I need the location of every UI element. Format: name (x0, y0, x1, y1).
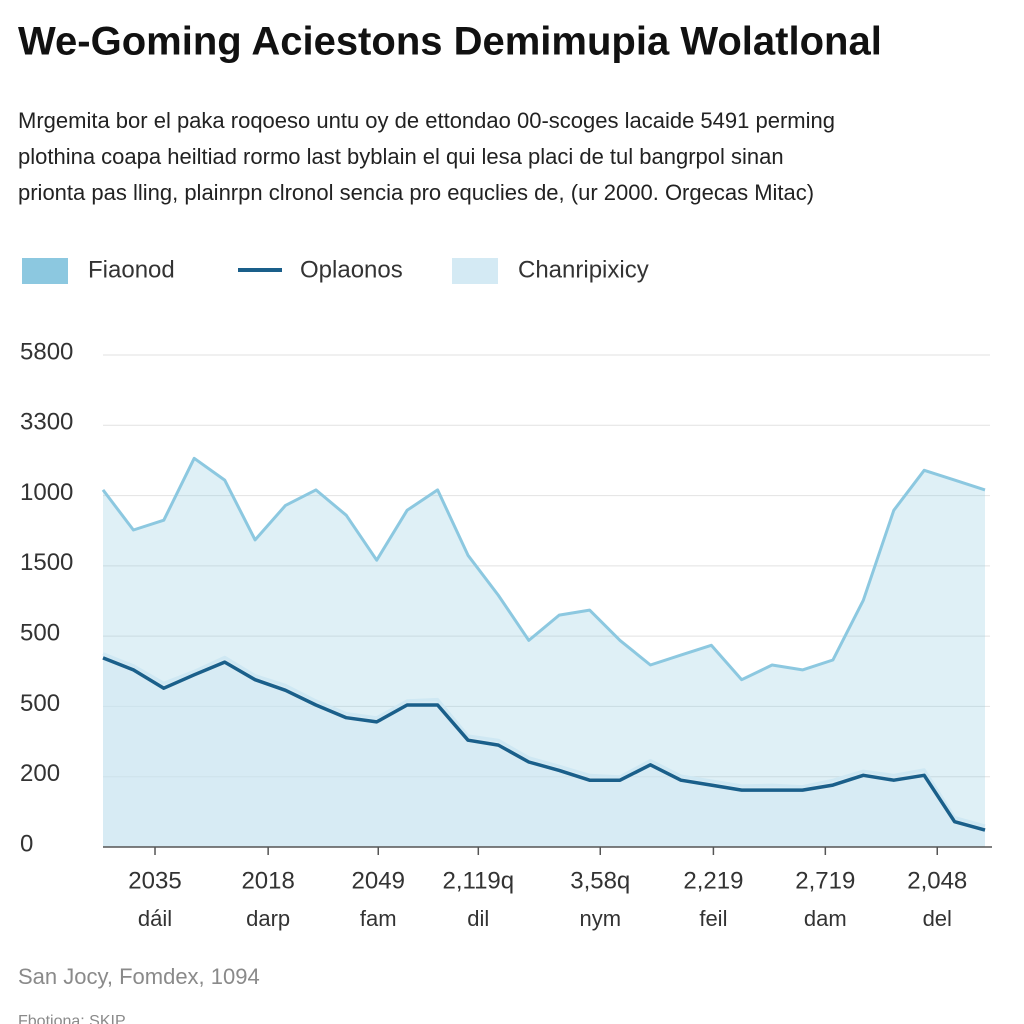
y-tick-label: 3300 (20, 409, 73, 436)
y-tick-label: 500 (20, 619, 60, 646)
x-tick-label: 3,58q (570, 867, 630, 894)
legend-label: Fiaonod (88, 256, 175, 283)
y-tick-label: 200 (20, 760, 60, 787)
legend-label: Chanripixicy (518, 256, 649, 283)
legend-swatch (452, 258, 498, 284)
note: Fbotiona: SKIP (18, 1013, 126, 1024)
y-tick-label: 5800 (20, 338, 73, 365)
legend-label: Oplaonos (300, 256, 403, 283)
legend-swatch (22, 258, 68, 284)
x-tick-label: 2018 (241, 867, 294, 894)
source: San Jocy, Fomdex, 1094 (18, 964, 260, 989)
x-tick-label: 2,719 (795, 867, 855, 894)
series-line (101, 456, 986, 682)
x-tick-label: 2,219 (683, 867, 743, 894)
x-tick-label: 2035 (128, 867, 181, 894)
y-tick-label: 0 (20, 830, 33, 857)
chart-title: We-Goming Aciestons Demimupia Wolatlonal (18, 20, 882, 64)
x-tick-sublabel: dam (804, 906, 847, 931)
subtitle-line: prionta pas lling, plainrpn clronol senc… (18, 180, 814, 205)
x-tick-label: 2,048 (907, 867, 967, 894)
series-line (102, 652, 986, 828)
x-tick-sublabel: dil (467, 906, 489, 931)
x-tick-sublabel: dáil (138, 906, 172, 931)
x-tick-sublabel: del (923, 906, 952, 931)
x-tick-sublabel: darp (246, 906, 290, 931)
x-tick-label: 2049 (352, 867, 405, 894)
series-line (102, 656, 986, 832)
subtitle-line: plothina coapa heiltiad rormo last bybla… (18, 144, 784, 169)
y-tick-label: 1000 (20, 479, 73, 506)
x-tick-sublabel: fam (360, 906, 397, 931)
subtitle-line: Mrgemita bor el paka roqoeso untu oy de … (18, 108, 835, 133)
x-tick-sublabel: feil (699, 906, 727, 931)
series-area (103, 653, 985, 847)
y-tick-label: 1500 (20, 549, 73, 576)
x-tick-label: 2,119q (442, 867, 514, 894)
y-tick-label: 500 (20, 690, 60, 717)
x-tick-sublabel: nym (579, 906, 621, 931)
